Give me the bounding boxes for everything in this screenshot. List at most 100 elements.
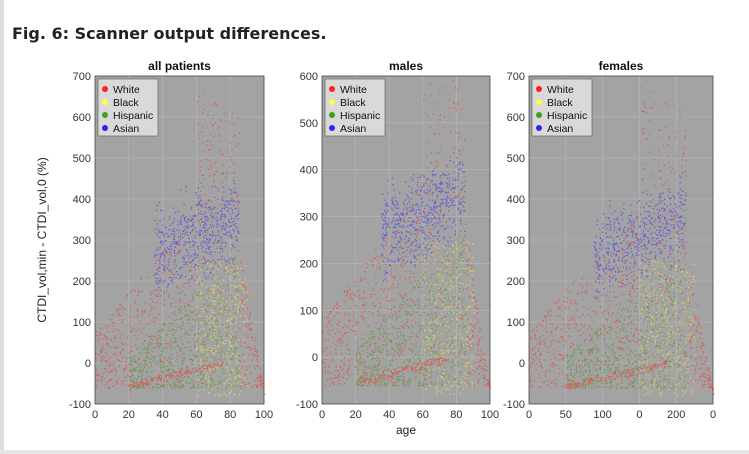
point-hispanic [230,372,232,374]
point-white [449,156,451,158]
point-white [172,375,174,377]
point-hispanic [179,387,181,389]
point-asian [440,192,442,194]
point-white [403,347,405,349]
point-hispanic [166,347,168,350]
point-hispanic [145,357,147,360]
point-white [417,280,419,282]
point-white [136,315,139,317]
point-hispanic [434,340,436,342]
point-white [113,314,115,316]
point-black [199,276,201,278]
point-asian [169,225,171,227]
point-hispanic [144,348,146,350]
point-white [474,300,477,303]
point-white [446,166,449,168]
point-white [351,292,353,295]
point-asian [419,222,421,224]
point-black [238,393,240,395]
y-tick-label: 300 [300,212,318,224]
point-asian [235,236,237,238]
point-asian [448,179,450,181]
point-black [231,345,233,347]
point-asian [436,231,439,233]
point-white [108,368,110,370]
point-hispanic [229,387,232,389]
point-white [333,377,335,379]
point-asian [231,210,234,212]
point-white [98,373,100,375]
point-hispanic [174,314,177,316]
point-hispanic [193,310,195,313]
point-hispanic [359,362,361,365]
point-asian [431,199,434,201]
point-hispanic [363,381,365,383]
point-hispanic [418,331,420,333]
point-black [208,381,210,383]
point-white [112,325,114,327]
point-white [152,301,154,303]
point-white [390,250,392,253]
point-asian [192,259,195,261]
point-asian [217,234,219,237]
point-hispanic [422,383,424,385]
point-asian [221,215,223,217]
point-asian [233,182,236,185]
point-hispanic [184,305,186,307]
point-white [383,291,385,293]
point-white [477,382,479,384]
point-white [478,379,480,381]
point-hispanic [418,349,421,351]
point-white [200,190,202,192]
point-asian [458,163,461,165]
point-white [442,300,444,303]
panel-title: all patients [148,59,211,73]
point-white [195,309,197,311]
point-hispanic [459,372,461,374]
point-white [156,331,158,333]
point-asian [427,237,429,239]
point-white [240,299,243,302]
point-asian [403,263,405,265]
point-white [484,353,486,356]
point-hispanic [145,384,147,386]
point-hispanic [386,336,389,338]
point-white [377,364,379,367]
point-asian [195,263,198,266]
point-asian [200,261,203,264]
point-hispanic [197,324,199,326]
point-asian [384,216,387,218]
point-hispanic [452,375,454,377]
point-hispanic [145,357,147,359]
point-hispanic [447,299,449,302]
point-white [161,377,164,379]
point-hispanic [387,333,389,335]
point-hispanic [132,374,134,376]
point-white [440,262,443,264]
point-hispanic [223,358,225,360]
point-hispanic [162,347,164,350]
point-black [212,303,214,305]
point-hispanic [152,387,154,389]
point-white [143,311,146,313]
point-asian [416,189,418,191]
point-asian [397,219,400,222]
point-asian [202,227,205,229]
point-hispanic [195,381,197,383]
point-black [197,305,199,307]
point-hispanic [220,381,223,384]
point-asian [414,213,416,215]
point-white [347,369,349,371]
point-hispanic [190,387,192,389]
point-hispanic [389,333,391,335]
point-hispanic [147,351,149,353]
point-white [123,370,126,372]
point-asian [457,173,460,175]
point-asian [181,274,183,276]
point-white [262,386,264,389]
point-hispanic [161,351,164,353]
point-hispanic [463,315,465,317]
point-hispanic [147,355,149,358]
point-asian [383,223,385,225]
point-white [328,317,330,319]
